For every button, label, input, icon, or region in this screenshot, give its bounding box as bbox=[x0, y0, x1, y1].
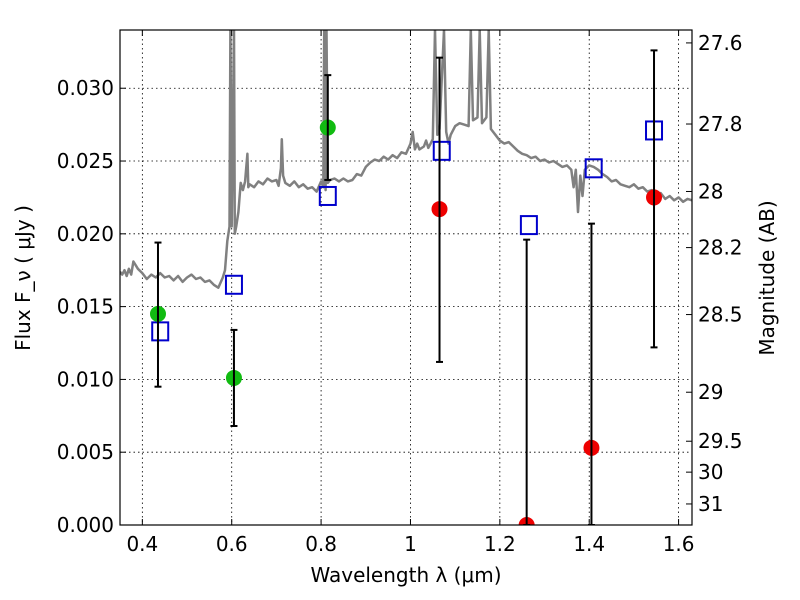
y-tick-label: 0.025 bbox=[57, 149, 114, 173]
x-tick-label: 1 bbox=[404, 532, 417, 556]
y-tick-label: 0.020 bbox=[57, 222, 114, 246]
x-axis-title: Wavelength λ (μm) bbox=[310, 563, 501, 587]
y2-tick-label: 29.5 bbox=[698, 429, 743, 453]
y2-tick-label: 29 bbox=[698, 380, 723, 404]
y-axis-title: Flux F_ν ( μJy ) bbox=[11, 205, 35, 351]
y-tick-label: 0.015 bbox=[57, 295, 114, 319]
y2-tick-label: 30 bbox=[698, 460, 723, 484]
y2-tick-label: 27.8 bbox=[698, 112, 743, 136]
model-square-point bbox=[432, 140, 451, 161]
y2-tick-label: 28 bbox=[698, 179, 723, 203]
x-tick-label: 1.6 bbox=[663, 532, 695, 556]
model-square-point bbox=[584, 158, 603, 179]
tick-layer: 0.4 0.6 0.8 1 1.2 1.4 1.6 0.000 0.005 0.010 0.015 0… bbox=[57, 30, 743, 556]
x-tick-label: 0.6 bbox=[216, 532, 248, 556]
y2-tick-label: 28.2 bbox=[698, 236, 743, 260]
spectrum-line bbox=[120, 30, 692, 289]
x-tick-label: 1.2 bbox=[484, 532, 516, 556]
model-square-point bbox=[519, 215, 538, 236]
y2-tick-label: 28.5 bbox=[698, 303, 743, 327]
model-square-point bbox=[318, 185, 337, 206]
y2-tick-label: 31 bbox=[698, 492, 723, 516]
plot-frame bbox=[119, 29, 693, 526]
model-square-point bbox=[224, 274, 243, 295]
y-tick-label: 0.000 bbox=[57, 513, 114, 537]
x-tick-label: 0.4 bbox=[126, 532, 158, 556]
y-tick-label: 0.005 bbox=[57, 440, 114, 464]
x-tick-label: 0.8 bbox=[305, 532, 337, 556]
y2-axis-title: Magnitude (AB) bbox=[755, 200, 779, 355]
model-square-point bbox=[151, 321, 170, 342]
y2-tick-label: 27.6 bbox=[698, 31, 743, 55]
grid-layer bbox=[120, 30, 692, 526]
plot-layer bbox=[120, 30, 692, 525]
x-tick-label: 1.4 bbox=[573, 532, 605, 556]
y-tick-label: 0.010 bbox=[57, 367, 114, 391]
y-tick-label: 0.030 bbox=[57, 76, 114, 100]
